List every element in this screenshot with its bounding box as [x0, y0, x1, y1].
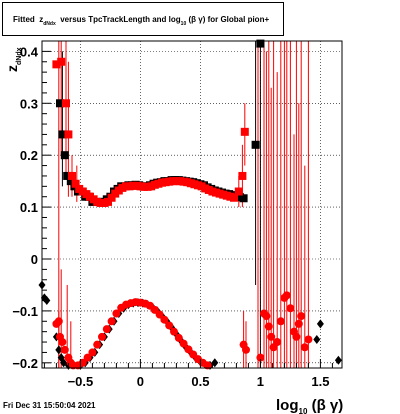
data-point: [62, 99, 70, 108]
data-point: [251, 140, 260, 149]
x-axis-label-main: log: [276, 397, 299, 414]
title-middle: versus TpcTrackLength and log: [60, 15, 181, 24]
data-point: [256, 39, 265, 48]
x-axis-label-tail: (β γ): [307, 397, 343, 414]
data-point: [83, 353, 92, 362]
data-point: [267, 332, 276, 341]
x-tick-label: 0: [137, 374, 144, 389]
data-point: [60, 345, 69, 354]
data-point: [294, 319, 303, 328]
data-point: [234, 187, 243, 196]
y-tick-label: −0.1: [12, 304, 38, 319]
data-point: [107, 317, 116, 326]
title-suffix: (β γ) for Global pion+: [188, 15, 270, 24]
y-tick-label: −0.2: [12, 356, 38, 371]
y-tick-label: 0.1: [20, 200, 38, 215]
data-point: [300, 343, 309, 352]
data-point: [60, 151, 69, 160]
data-point: [56, 99, 64, 108]
y-axis-label-sub: dNdx: [16, 47, 23, 65]
data-point: [63, 171, 72, 180]
data-point: [174, 333, 183, 342]
data-point: [155, 310, 164, 319]
data-point: [88, 348, 97, 357]
data-point: [66, 177, 75, 186]
data-point: [179, 339, 188, 348]
data-point: [98, 332, 106, 341]
data-markers: [38, 39, 342, 370]
chart-title: Fitted zdNdx versus TpcTrackLength and l…: [13, 15, 269, 27]
x-tick-label: 1.5: [311, 374, 329, 389]
x-tick-label: 1: [257, 374, 264, 389]
chart-title-box: Fitted zdNdx versus TpcTrackLength and l…: [2, 2, 284, 36]
y-axis-label: zdNdx: [4, 47, 23, 72]
x-axis-label: log10 (β γ): [276, 397, 343, 414]
data-point: [64, 130, 73, 139]
data-point: [54, 317, 63, 326]
title-prefix: Fitted: [13, 15, 35, 24]
tick-labels: −0.5 0 0.5 1 1.5 −0.2 −0.1 0 0.1 0.2 0.3 0.4: [12, 44, 329, 389]
x-axis-label-sub: 10: [299, 407, 308, 414]
data-point: [334, 355, 342, 365]
data-point: [297, 312, 306, 321]
data-point: [264, 322, 273, 331]
data-point: [239, 194, 248, 203]
data-point: [273, 338, 282, 347]
data-point: [71, 179, 80, 188]
data-point: [292, 332, 301, 341]
x-tick-label: −0.5: [68, 374, 94, 389]
data-point: [282, 291, 291, 300]
data-point: [57, 57, 66, 66]
plot-frame: [41, 40, 343, 369]
data-point: [184, 345, 193, 354]
svg-text:zdNdx: zdNdx: [4, 47, 23, 72]
data-point: [170, 327, 178, 336]
svg-text:log10 (β γ): log10 (β γ): [276, 397, 343, 414]
data-point: [104, 197, 112, 206]
y-tick-label: 0: [31, 252, 38, 267]
data-point: [238, 171, 247, 180]
data-point: [165, 321, 174, 330]
data-point: [55, 345, 63, 355]
data-point: [240, 127, 249, 136]
data-point: [112, 309, 121, 318]
y-tick-label: 0.2: [20, 148, 38, 163]
data-point: [58, 338, 67, 347]
data-point: [276, 317, 285, 326]
data-point: [286, 304, 295, 313]
data-point: [304, 335, 313, 344]
timestamp: Fri Dec 31 15:50:04 2021: [3, 401, 96, 410]
data-point: [262, 312, 271, 321]
x-tick-label: 0.5: [191, 374, 209, 389]
data-point: [256, 353, 265, 362]
data-point: [160, 315, 169, 324]
data-point: [52, 60, 61, 69]
data-point: [203, 361, 212, 370]
y-tick-label: 0.3: [20, 96, 38, 111]
y-axis-label-main: z: [4, 65, 20, 72]
y-tick-label: 0.4: [20, 44, 39, 59]
title-z: z: [39, 15, 44, 24]
data-point: [93, 340, 102, 349]
data-point: [68, 171, 76, 180]
data-point: [102, 325, 111, 334]
data-point: [211, 358, 219, 368]
title-z-sub: dNdx: [43, 21, 56, 27]
data-point: [58, 130, 67, 139]
data-point: [242, 345, 250, 354]
data-point: [313, 334, 321, 344]
axis-ticks: [42, 50, 333, 368]
title-log-sub: 10: [180, 21, 187, 27]
data-point: [230, 193, 238, 202]
data-point: [107, 193, 116, 202]
data-point: [316, 319, 324, 329]
